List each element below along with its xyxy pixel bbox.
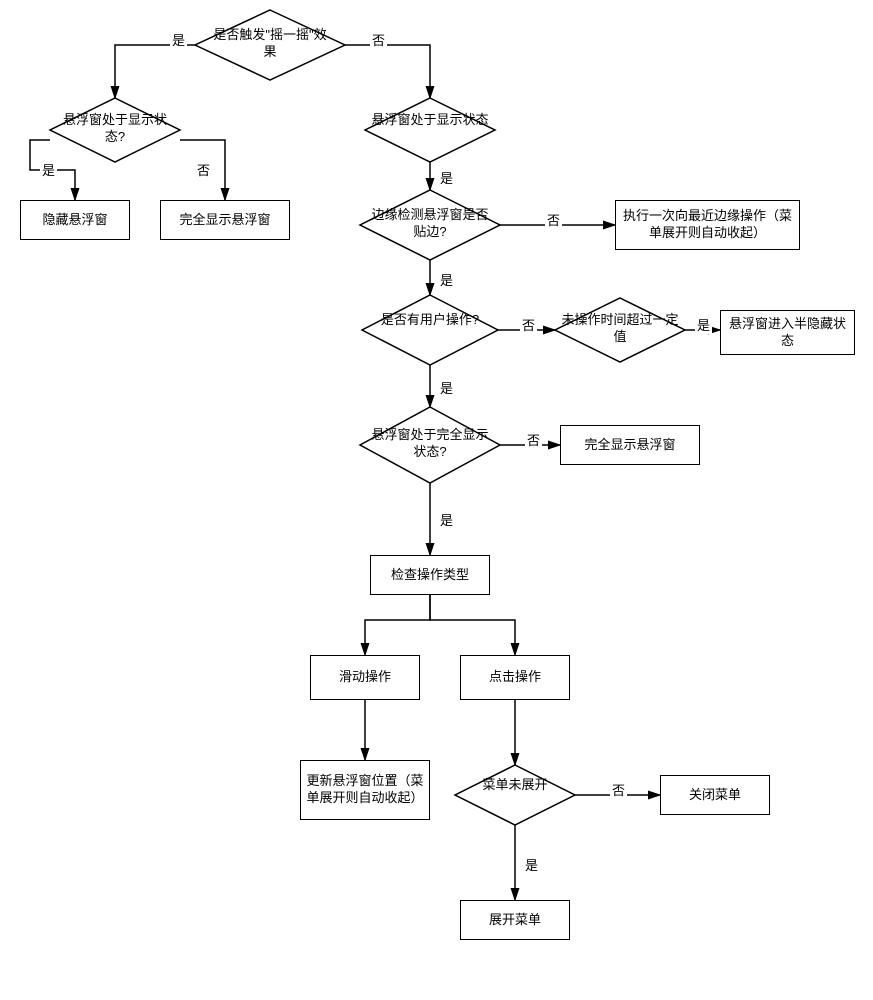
process-r6: 检查操作类型 <box>370 555 490 595</box>
decision-d3 <box>365 98 495 162</box>
process-r4: 悬浮窗进入半隐藏状态 <box>720 310 855 355</box>
process-r9: 更新悬浮窗位置（菜单展开则自动收起） <box>300 760 430 820</box>
edge-0 <box>115 45 195 98</box>
flowchart-canvas <box>0 0 873 1000</box>
decision-d1 <box>195 10 345 80</box>
process-r3: 执行一次向最近边缘操作（菜单展开则自动收起） <box>615 200 800 250</box>
edge-label-0: 是 <box>170 30 187 49</box>
edge-label-9: 是 <box>438 378 455 397</box>
process-r7: 滑动操作 <box>310 655 420 700</box>
edge-label-6: 是 <box>438 270 455 289</box>
edge-label-3: 否 <box>195 160 212 179</box>
edge-label-10: 否 <box>525 430 542 449</box>
process-r8: 点击操作 <box>460 655 570 700</box>
edge-label-5: 否 <box>545 210 562 229</box>
edge-label-4: 是 <box>438 168 455 187</box>
decision-d2 <box>50 98 180 162</box>
edge-label-11: 是 <box>438 510 455 529</box>
edge-1 <box>345 45 430 98</box>
edge-label-7: 否 <box>520 315 537 334</box>
process-r5: 完全显示悬浮窗 <box>560 425 700 465</box>
edge-label-1: 否 <box>370 30 387 49</box>
edge-13 <box>430 595 515 655</box>
edge-label-17: 是 <box>523 855 540 874</box>
decision-d5 <box>362 295 498 365</box>
edge-label-2: 是 <box>40 160 57 179</box>
edge-12 <box>365 595 430 655</box>
decision-d4 <box>360 190 500 260</box>
edge-label-8: 是 <box>695 315 712 334</box>
decision-d6 <box>555 298 685 362</box>
process-r11: 展开菜单 <box>460 900 570 940</box>
process-r1: 隐藏悬浮窗 <box>20 200 130 240</box>
decision-d7 <box>360 407 500 483</box>
process-r2: 完全显示悬浮窗 <box>160 200 290 240</box>
process-r10: 关闭菜单 <box>660 775 770 815</box>
edge-label-16: 否 <box>610 780 627 799</box>
decision-d8 <box>455 765 575 825</box>
